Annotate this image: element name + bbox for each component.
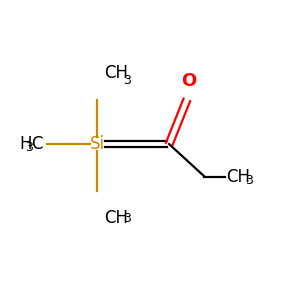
Text: H: H	[19, 135, 31, 153]
Text: 3: 3	[245, 173, 253, 187]
Text: O: O	[181, 72, 196, 90]
Text: 3: 3	[123, 212, 131, 225]
Text: CH: CH	[104, 209, 128, 227]
Text: C: C	[31, 135, 43, 153]
Text: CH: CH	[104, 64, 128, 82]
Text: 3: 3	[123, 74, 131, 87]
Text: 3: 3	[26, 141, 33, 154]
Text: CH: CH	[226, 167, 250, 185]
Text: Si: Si	[89, 135, 105, 153]
